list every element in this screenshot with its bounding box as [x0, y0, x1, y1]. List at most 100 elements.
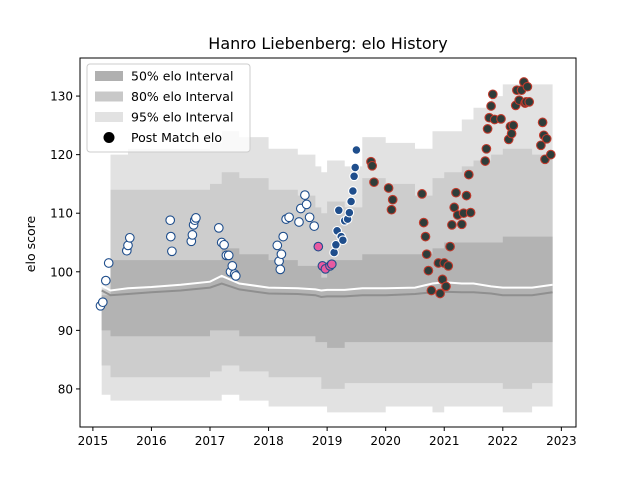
data-point [227, 261, 238, 271]
data-point [191, 213, 201, 223]
data-point [420, 231, 431, 242]
mean-line [101, 274, 553, 292]
data-point [506, 128, 517, 139]
data-point [481, 143, 492, 154]
legend-box [86, 63, 251, 153]
data-point [482, 124, 493, 134]
legend-label: 80% elo Interval [131, 89, 233, 104]
legend-swatch [95, 91, 123, 102]
data-point [313, 241, 324, 252]
plot-frame [79, 57, 577, 428]
data-point [441, 281, 451, 292]
x-tick-label: 2018 [253, 434, 284, 448]
data-point [348, 186, 358, 196]
data-point [349, 171, 359, 182]
data-point [386, 204, 397, 215]
data-point [309, 221, 320, 231]
data-point [350, 162, 361, 173]
data-point [213, 223, 224, 233]
data-point [451, 187, 461, 198]
data-point [223, 250, 234, 261]
data-point [463, 169, 474, 180]
data-point [165, 215, 176, 226]
chart-title: Hanro Liebenberg: elo History [208, 34, 447, 53]
data-point [333, 205, 344, 216]
data-point [541, 133, 552, 144]
data-point [351, 145, 362, 155]
data-point [486, 101, 496, 111]
y-tick-label: 110 [50, 207, 73, 221]
data-point [418, 217, 429, 228]
legend-swatch [95, 71, 123, 81]
data-point [387, 194, 398, 205]
data-point [276, 249, 287, 260]
data-point [369, 177, 379, 188]
data-point [423, 265, 434, 276]
data-point [487, 89, 498, 100]
legend-label: Post Match elo [131, 130, 222, 145]
data-point [435, 288, 445, 299]
legend-label: 50% elo Interval [131, 69, 233, 84]
data-point [461, 190, 472, 201]
data-point [167, 246, 177, 257]
data-point [331, 239, 341, 250]
legend-label: 95% elo Interval [131, 110, 233, 125]
x-tick-label: 2023 [546, 434, 577, 448]
data-point [447, 220, 457, 230]
data-point [219, 239, 229, 250]
x-tick-label: 2022 [488, 434, 519, 448]
data-point [103, 258, 114, 268]
data-point [536, 140, 546, 151]
data-point [326, 259, 337, 270]
y-tick-label: 80 [58, 382, 73, 396]
data-point [230, 271, 241, 281]
data-point [545, 149, 556, 160]
axes-layer: 2015 2016 2017 2018 2019 2020 2021 2022 2023 80 90… [50, 57, 577, 448]
y-tick-label: 90 [58, 324, 73, 338]
data-point [187, 230, 198, 240]
data-point [278, 231, 289, 242]
y-tick-label: 130 [50, 90, 73, 104]
data-point [465, 207, 476, 218]
legend-marker [103, 132, 115, 143]
data-point [508, 120, 519, 131]
data-point [426, 285, 437, 296]
data-point [124, 232, 135, 243]
data-point [301, 199, 312, 210]
data-point [537, 117, 548, 128]
plot-layer [95, 77, 556, 413]
data-point [445, 241, 455, 252]
data-point [275, 264, 286, 275]
y-tick-label: 120 [50, 148, 73, 162]
data-point [338, 235, 348, 246]
data-point [524, 97, 535, 107]
x-tick-label: 2016 [136, 434, 167, 448]
data-point [304, 212, 315, 223]
data-point [367, 160, 378, 171]
data-point [165, 231, 176, 242]
data-point [522, 81, 533, 92]
data-point [100, 275, 111, 286]
data-point [272, 240, 283, 251]
legend: 50% elo Interval 80% elo Interval 95% elo … [86, 63, 251, 153]
data-point [97, 297, 108, 308]
x-tick-label: 2020 [370, 434, 401, 448]
data-point [300, 190, 310, 200]
data-point [421, 249, 432, 260]
x-tick-label: 2021 [429, 434, 460, 448]
x-tick-label: 2017 [195, 434, 226, 448]
x-tick-label: 2015 [78, 434, 109, 448]
data-point [383, 183, 394, 193]
data-point [346, 196, 356, 207]
y-tick-label: 100 [50, 265, 73, 279]
data-point [480, 156, 491, 166]
data-point [284, 212, 294, 223]
data-point [496, 114, 506, 124]
data-point [456, 219, 467, 230]
data-point [417, 189, 427, 199]
data-point [443, 261, 454, 271]
y-axis-label: elo score [23, 216, 38, 273]
median-line [101, 282, 553, 299]
